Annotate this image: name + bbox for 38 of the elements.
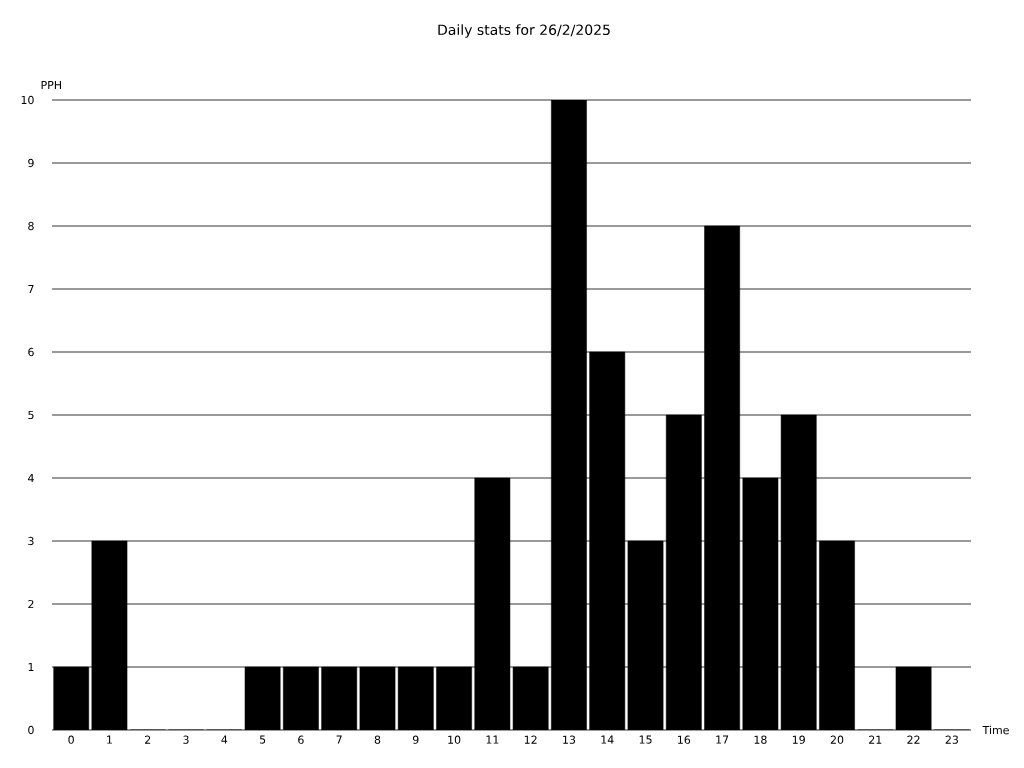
y-tick-label: 9 <box>28 158 34 168</box>
y-tick-label: 8 <box>28 221 34 231</box>
x-tick-label: 23 <box>945 735 958 744</box>
x-tick-label: 1 <box>107 735 112 744</box>
x-axis-title: Time <box>982 725 1009 735</box>
x-tick-label: 12 <box>524 735 537 744</box>
y-tick-label: 7 <box>28 285 34 294</box>
x-tick-label: 16 <box>678 735 691 744</box>
x-tick-label: 8 <box>374 735 381 744</box>
x-tick-label: 0 <box>68 735 74 744</box>
x-tick-label: 3 <box>183 735 189 744</box>
y-axis-title: PPH <box>41 80 61 89</box>
x-tick-label: 5 <box>259 735 266 744</box>
x-tick-label: 9 <box>412 735 419 744</box>
x-tick-label: 11 <box>486 735 499 744</box>
x-tick-label: 17 <box>716 735 729 744</box>
x-tick-label: 18 <box>754 735 767 744</box>
y-tick-label: 10 <box>21 95 34 105</box>
x-tick-label: 19 <box>792 735 805 744</box>
x-tick-label: 15 <box>639 735 652 744</box>
x-tick-label: 20 <box>830 735 844 744</box>
y-tick-label: 6 <box>28 347 34 357</box>
x-tick-label: 22 <box>907 735 920 744</box>
y-tick-label: 4 <box>28 474 34 483</box>
x-tick-label: 14 <box>601 735 614 744</box>
chart-title: Daily stats for 26/2/2025 <box>438 24 610 38</box>
y-tick-label: 0 <box>28 725 34 735</box>
x-tick-label: 21 <box>869 735 882 744</box>
y-tick-label: 1 <box>28 663 34 672</box>
y-tick-label: 5 <box>28 410 34 420</box>
y-tick-label: 2 <box>28 599 34 609</box>
x-tick-label: 7 <box>336 735 342 744</box>
x-tick-label: 4 <box>221 735 228 744</box>
x-tick-label: 6 <box>298 735 304 744</box>
x-tick-label: 13 <box>563 735 576 744</box>
x-tick-label: 10 <box>448 735 461 744</box>
y-tick-label: 3 <box>28 536 34 546</box>
x-tick-label: 2 <box>145 735 151 744</box>
